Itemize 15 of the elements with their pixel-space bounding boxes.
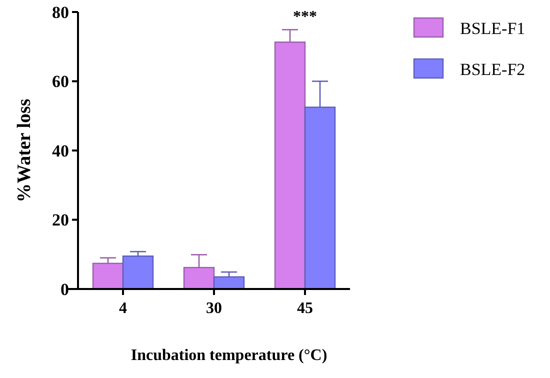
x-axis-title: Incubation temperature (°C)	[130, 347, 328, 364]
y-tick-label: 60	[52, 72, 69, 92]
legend-label: BSLE-F1	[460, 18, 526, 38]
annotation: ***	[293, 8, 317, 26]
y-axis-title: %Water loss	[14, 98, 35, 202]
bar	[122, 256, 154, 290]
bar	[92, 262, 124, 290]
x-tick-label: 30	[206, 300, 222, 317]
x-tick-label: 4	[119, 300, 127, 317]
y-tick-label: 20	[52, 210, 69, 230]
legend-label: BSLE-F2	[460, 60, 526, 79]
y-tick-label: 80	[52, 2, 69, 22]
y-tick-label: 0	[60, 280, 69, 299]
y-tick-label: 40	[52, 141, 69, 160]
x-tick-label: 45	[297, 300, 313, 317]
